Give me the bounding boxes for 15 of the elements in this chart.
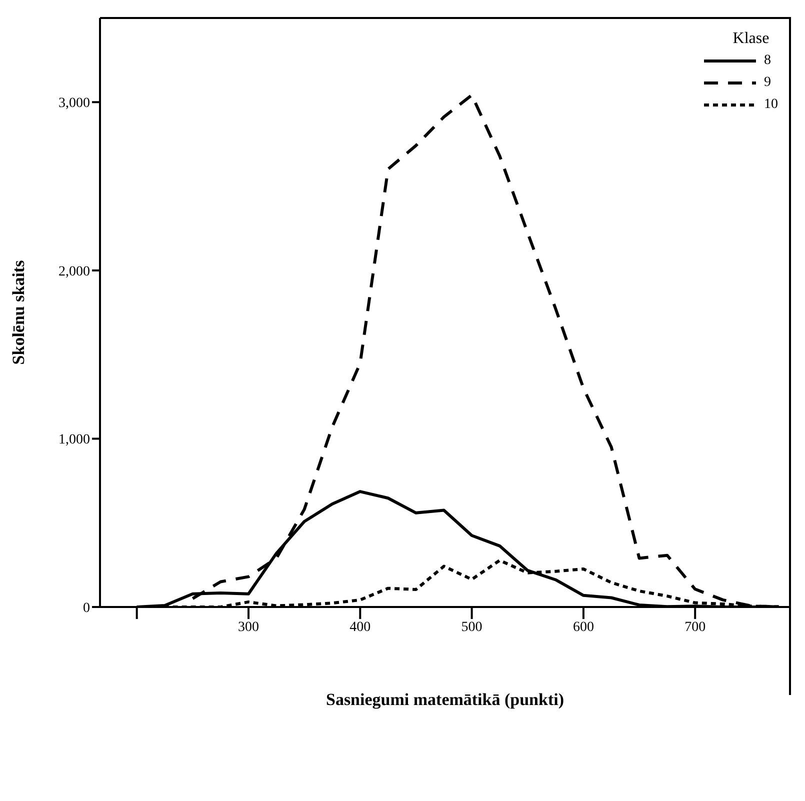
x-tick-label: 400: [350, 620, 371, 635]
x-tick-label: 700: [684, 620, 706, 635]
legend-label: 10: [764, 97, 778, 113]
x-axis-title: Sasniegumi matemātikā (punkti): [326, 690, 564, 709]
x-tick-label: 300: [238, 620, 259, 635]
y-tick-label: 1,000: [58, 432, 90, 448]
legend-label: 8: [764, 53, 771, 69]
legend-label: 9: [764, 75, 771, 91]
y-axis-title: Skolēnu skaits: [9, 260, 28, 365]
y-tick-label: 3,000: [58, 96, 90, 112]
legend-title: Klase: [732, 30, 770, 48]
y-tick-label: 2,000: [58, 264, 90, 280]
y-tick-label: 0: [83, 600, 90, 616]
x-tick-label: 600: [572, 620, 594, 635]
x-tick-label: 500: [461, 620, 482, 635]
